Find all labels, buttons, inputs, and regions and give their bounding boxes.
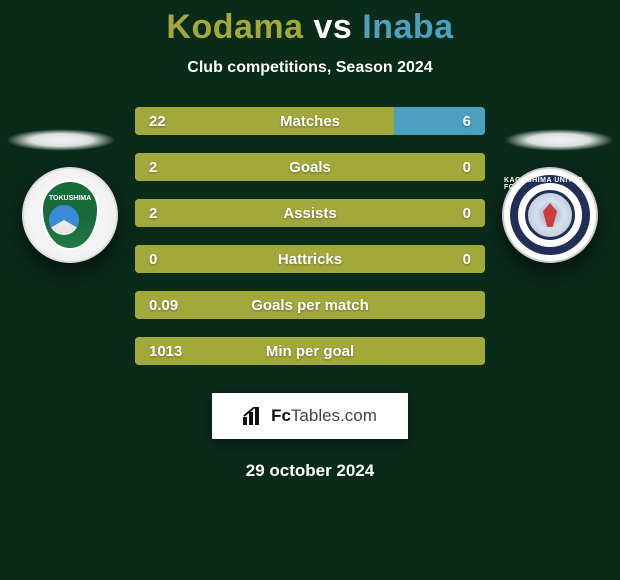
logo-shadow-right xyxy=(504,129,614,151)
stat-row: 1013 Min per goal xyxy=(135,337,485,365)
stat-label: Goals per match xyxy=(251,297,369,314)
title-player1: Kodama xyxy=(166,8,303,46)
crest-left-text1: TOKUSHIMA xyxy=(49,195,91,202)
stat-value-left: 0 xyxy=(135,251,171,268)
title-player2: Inaba xyxy=(362,8,453,46)
team-logo-left: TOKUSHIMA xyxy=(22,167,118,263)
date-label: 29 october 2024 xyxy=(0,461,620,481)
bar-chart-icon xyxy=(243,407,265,425)
stat-value-right: 0 xyxy=(449,205,485,222)
fctables-badge[interactable]: FcTables.com xyxy=(212,393,408,439)
badge-text-suffix: Tables.com xyxy=(291,406,377,425)
stat-value-left: 0.09 xyxy=(135,297,192,314)
team-logo-right: KAGOSHIMA UNITED FC xyxy=(502,167,598,263)
stat-label: Assists xyxy=(283,205,336,222)
crest-right-center-icon xyxy=(525,190,575,240)
stat-value-right: 0 xyxy=(449,251,485,268)
stat-value-left: 2 xyxy=(135,159,171,176)
stat-rows: 22 Matches 6 2 Goals 0 2 Assists 0 0 Hattricks 0 0.0… xyxy=(135,107,485,365)
stat-label: Matches xyxy=(280,113,340,130)
crest-left-swirl-icon xyxy=(49,205,79,235)
stat-row: 2 Goals 0 xyxy=(135,153,485,181)
stat-row: 22 Matches 6 xyxy=(135,107,485,135)
stat-value-left: 1013 xyxy=(135,343,196,360)
stat-label: Goals xyxy=(289,159,331,176)
stat-label: Min per goal xyxy=(266,343,354,360)
logo-shadow-left xyxy=(6,129,116,151)
comparison-stage: TOKUSHIMA KAGOSHIMA UNITED FC 22Matches6… xyxy=(0,107,620,365)
stat-value-left: 2 xyxy=(135,205,171,222)
stat-label: Hattricks xyxy=(278,251,342,268)
stat-row: 0.09 Goals per match xyxy=(135,291,485,319)
stat-value-left: 22 xyxy=(135,113,180,130)
stat-value-right: 6 xyxy=(449,113,485,130)
subtitle: Club competitions, Season 2024 xyxy=(0,59,620,77)
stat-value-right: 0 xyxy=(449,159,485,176)
team-crest-left: TOKUSHIMA xyxy=(41,180,99,250)
stat-row: 2 Assists 0 xyxy=(135,199,485,227)
stat-row: 0 Hattricks 0 xyxy=(135,245,485,273)
badge-text: FcTables.com xyxy=(271,406,377,426)
page-title: Kodama vs Inaba xyxy=(0,0,620,47)
badge-text-prefix: Fc xyxy=(271,406,291,425)
title-vs: vs xyxy=(314,8,353,46)
